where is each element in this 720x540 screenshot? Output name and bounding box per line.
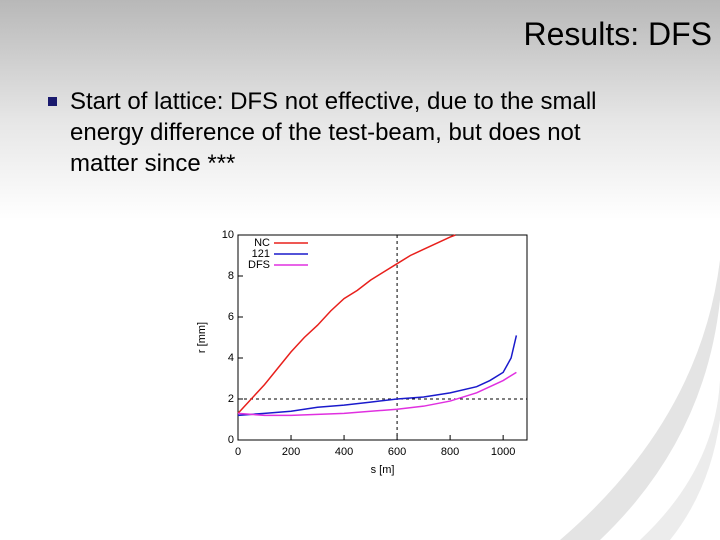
legend-label: NC <box>254 237 270 249</box>
y-tick-label: 6 <box>228 311 234 323</box>
legend-label: DFS <box>248 259 270 271</box>
x-tick-label: 600 <box>388 446 406 458</box>
bullet: Start of lattice: DFS not effective, due… <box>48 86 630 179</box>
slide-title: Results: DFS <box>523 16 712 52</box>
x-tick-label: 800 <box>441 446 459 458</box>
y-tick-label: 8 <box>228 270 234 282</box>
series-line <box>237 234 456 414</box>
x-tick-label: 200 <box>282 446 300 458</box>
series-line <box>237 371 517 417</box>
x-tick-label: 1000 <box>491 446 515 458</box>
x-tick-label: 400 <box>335 446 353 458</box>
bullet-list: Start of lattice: DFS not effective, due… <box>48 86 648 179</box>
y-tick-label: 2 <box>228 393 234 405</box>
series-line <box>237 335 518 417</box>
y-tick-label: 4 <box>228 352 234 364</box>
plot-frame <box>237 234 528 441</box>
x-tick-label: 0 <box>235 446 241 458</box>
swoosh <box>560 260 720 540</box>
swoosh <box>640 380 720 540</box>
y-tick-label: 10 <box>222 229 234 241</box>
x-axis-label: s [m] <box>371 464 395 476</box>
y-axis-label: r [mm] <box>196 322 208 353</box>
bullet-marker <box>48 97 57 106</box>
chart-background <box>190 218 540 480</box>
y-tick-label: 0 <box>228 434 234 446</box>
chart: 0 200 400 600 800 1000 0 2 4 6 8 10 s [m] r [mm] NC121… <box>190 218 540 480</box>
bullet-text: Start of lattice: DFS not effective, due… <box>70 88 597 177</box>
legend-label: 121 <box>252 248 270 260</box>
